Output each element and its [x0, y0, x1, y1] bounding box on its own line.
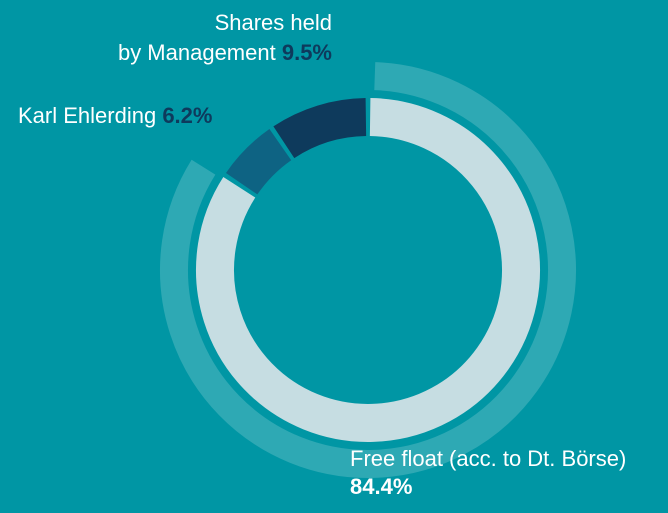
- free-float-label-text: Free float (acc. to Dt. Börse): [350, 445, 626, 473]
- free-float-value-line: 84.4%: [350, 473, 626, 501]
- management-label-line1: Shares held: [118, 8, 332, 38]
- management-label-line2: by Management 9.5%: [118, 38, 332, 68]
- label-free-float: Free float (acc. to Dt. Börse) 84.4%: [350, 445, 626, 501]
- donut-segment-karl-ehlerding: [225, 129, 292, 195]
- donut-segment-shares-held-by-management: [273, 98, 367, 159]
- donut-halo-ring: [160, 62, 576, 478]
- label-shares-held-by-management: Shares held by Management 9.5%: [118, 8, 332, 68]
- management-label-text2: by Management: [117, 40, 276, 65]
- free-float-text: Free float (acc. to Dt. Börse): [350, 446, 627, 471]
- label-karl-ehlerding: Karl Ehlerding 6.2%: [18, 101, 212, 131]
- free-float-value: 84.4%: [350, 474, 413, 499]
- donut-segment-free-float-acc-to-dt-b-rse: [196, 98, 540, 442]
- management-value: 9.5%: [281, 40, 332, 65]
- karl-value: 6.2%: [162, 103, 213, 128]
- management-label-text1: Shares held: [214, 10, 332, 35]
- karl-label-text: Karl Ehlerding: [18, 103, 157, 128]
